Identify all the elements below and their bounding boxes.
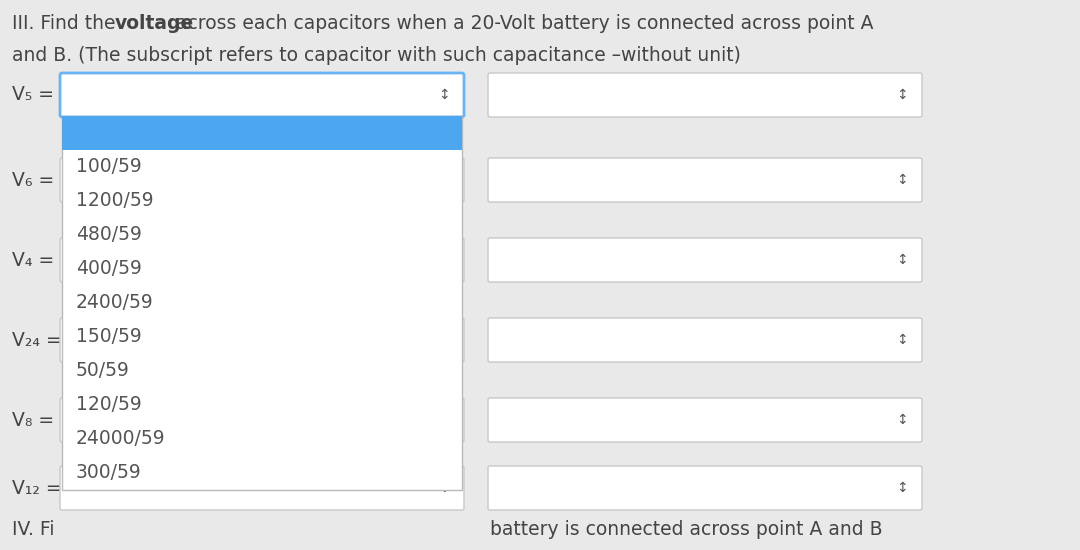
Text: V₄ =: V₄ = [12,250,54,270]
Text: 150/59: 150/59 [76,327,141,346]
FancyBboxPatch shape [60,398,464,442]
Text: V₅ =: V₅ = [12,85,54,104]
Text: voltage: voltage [114,14,194,33]
Text: battery is connected across point A and B: battery is connected across point A and … [490,520,882,539]
Text: ↕: ↕ [896,481,908,495]
FancyBboxPatch shape [60,238,464,282]
FancyBboxPatch shape [488,318,922,362]
Text: ↕: ↕ [438,333,449,347]
Text: 1200/59: 1200/59 [76,191,153,211]
Text: ↕: ↕ [896,173,908,187]
Text: 120/59: 120/59 [76,395,141,415]
Text: ↕: ↕ [896,253,908,267]
FancyBboxPatch shape [488,73,922,117]
FancyBboxPatch shape [488,398,922,442]
FancyBboxPatch shape [60,318,464,362]
Text: 50/59: 50/59 [76,361,130,381]
Text: ↕: ↕ [438,413,449,427]
Text: V₈ =: V₈ = [12,410,54,430]
Text: ↕: ↕ [438,253,449,267]
FancyBboxPatch shape [60,466,464,510]
FancyBboxPatch shape [62,116,462,150]
FancyBboxPatch shape [62,116,462,490]
Text: 100/59: 100/59 [76,157,141,177]
Text: V₂₄ =: V₂₄ = [12,331,62,349]
FancyBboxPatch shape [488,466,922,510]
Text: ↕: ↕ [896,333,908,347]
Text: 400/59: 400/59 [76,260,141,278]
Text: ↕: ↕ [438,481,449,495]
Text: ↕: ↕ [438,88,449,102]
Text: across each capacitors when a 20-Volt battery is connected across point A: across each capacitors when a 20-Volt ba… [170,14,874,33]
Text: ↕: ↕ [438,173,449,187]
Text: III. Find the: III. Find the [12,14,121,33]
Text: V₁₂ =: V₁₂ = [12,478,62,498]
Text: and B. (The subscript refers to capacitor with such capacitance –without unit): and B. (The subscript refers to capacito… [12,46,741,65]
Text: ↕: ↕ [896,88,908,102]
Text: ↕: ↕ [896,413,908,427]
Text: V₆ =: V₆ = [12,170,54,190]
Text: IV. Fi: IV. Fi [12,520,54,539]
Text: 480/59: 480/59 [76,226,141,245]
FancyBboxPatch shape [60,73,464,117]
Text: 2400/59: 2400/59 [76,294,153,312]
FancyBboxPatch shape [60,158,464,202]
Text: 300/59: 300/59 [76,464,141,482]
FancyBboxPatch shape [488,158,922,202]
FancyBboxPatch shape [488,238,922,282]
Text: 24000/59: 24000/59 [76,430,165,448]
